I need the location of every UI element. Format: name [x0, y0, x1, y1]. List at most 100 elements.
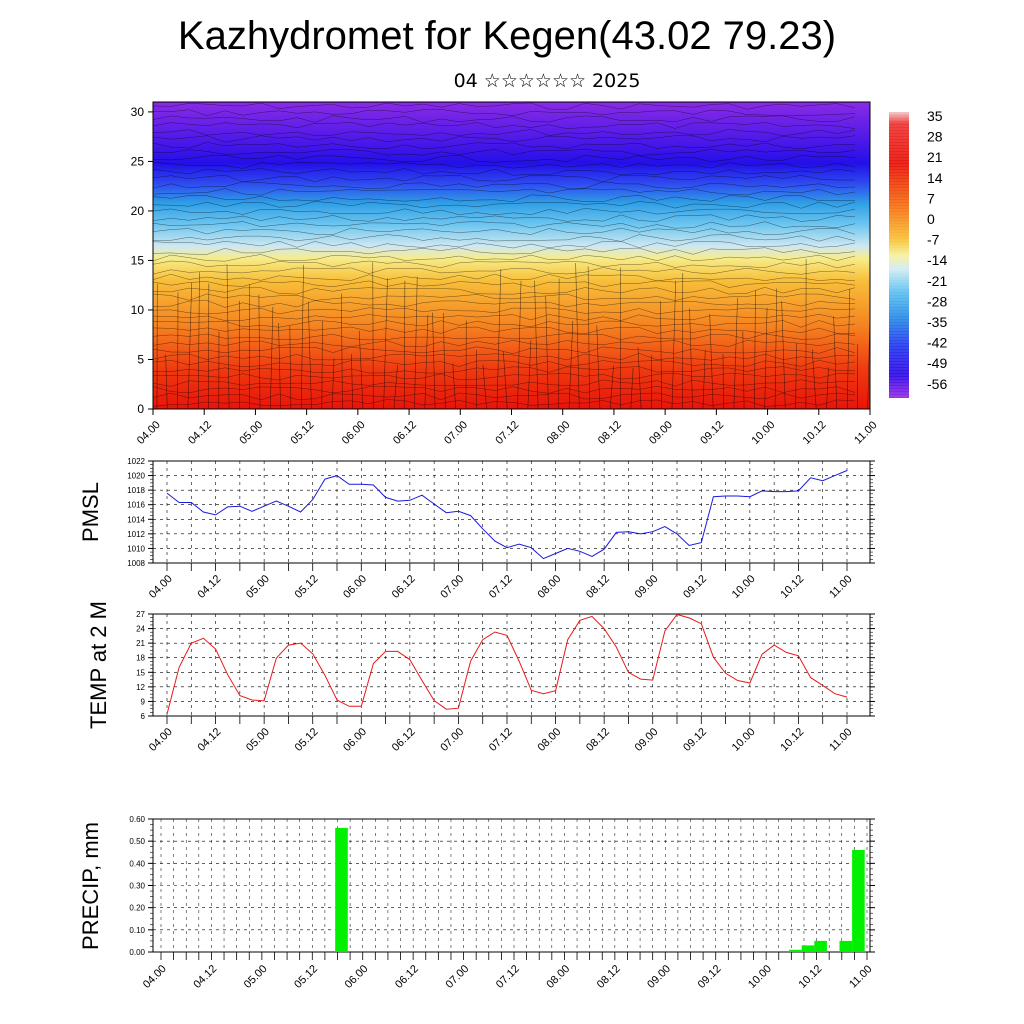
wind-barb [545, 295, 549, 409]
x-tick-label: 10.00 [749, 419, 777, 447]
wind-streamline [153, 234, 856, 242]
wind-streamline [153, 194, 856, 203]
precip-bar [839, 940, 853, 952]
wind-barb [187, 282, 193, 409]
x-tick-label: 06.12 [390, 726, 418, 754]
wind-barb [432, 312, 436, 409]
wind-streamline [153, 201, 856, 209]
wind-streamline [153, 260, 856, 269]
colorbar-label: -7 [927, 232, 940, 248]
wind-barb [575, 263, 580, 409]
colorbar-label: 35 [927, 108, 943, 124]
precip-bars [335, 827, 865, 952]
wind-barb [630, 367, 634, 409]
wind-barb [351, 354, 353, 409]
wind-streamline [153, 148, 856, 156]
x-tick-label: 04.12 [195, 726, 223, 754]
wind-barb [321, 321, 323, 409]
wind-streamline [153, 155, 856, 163]
x-tick-label: 04.12 [191, 963, 219, 991]
y-tick-label: 10 [131, 303, 145, 317]
y-tick-label: 0.60 [129, 815, 145, 824]
x-tick-label: 11.00 [847, 963, 874, 990]
chart-title: Kazhydromet for Kegen(43.02 79.23) [177, 14, 837, 58]
y-tick-label: 0.00 [129, 948, 145, 957]
temp-axes: 6 9 12 15 18 21 24 27 04.00 04.12 05.00 05.12 06.00 0… [136, 610, 875, 754]
y-tick-label: 6 [141, 712, 146, 721]
x-tick-label: 06.00 [343, 963, 371, 991]
wind-barb [660, 301, 662, 409]
wind-streamline [153, 181, 856, 189]
wind-streamline [153, 399, 856, 407]
chart-subtitle: 04 ☆☆☆☆☆☆ 2025 [453, 70, 641, 92]
wind-barb [226, 264, 230, 409]
wind-streamline [153, 188, 856, 196]
wind-streamline [153, 314, 856, 321]
wind-barb [754, 290, 756, 409]
temp-panel: 6 9 12 15 18 21 24 27 04.00 04.12 05.00 05.12 06.00 0… [86, 601, 875, 754]
wind-streamline [153, 287, 856, 295]
x-tick-label: 05.00 [244, 726, 272, 754]
y-tick-label: 15 [136, 668, 145, 677]
wind-barb [527, 340, 532, 409]
wind-barb [358, 330, 364, 409]
wind-barb [270, 306, 274, 409]
wind-barb [307, 301, 312, 409]
cross-section-x-axis: 04.00 04.12 05.00 05.12 06.00 06.12 07.00 07.12… [135, 409, 880, 447]
y-tick-label: 5 [137, 352, 144, 366]
wind-barb [482, 364, 487, 409]
x-tick-label: 05.00 [244, 573, 272, 601]
precip-bar [852, 850, 865, 952]
x-tick-label: 10.12 [778, 726, 806, 754]
pmsl-frame [152, 460, 871, 564]
wind-barb [742, 331, 745, 409]
wind-barb [278, 322, 281, 409]
x-tick-label: 10.12 [801, 419, 829, 447]
x-tick-label: 08.00 [535, 726, 563, 754]
x-tick-label: 05.00 [242, 963, 270, 991]
x-tick-label: 08.12 [595, 963, 623, 991]
colorbar: 35 28 21 14 7 0 -7 -14 -21 -28 -35 -42 -49 -56 [889, 108, 947, 398]
x-tick-label: 05.12 [292, 963, 320, 991]
wind-barb [609, 365, 614, 409]
x-tick-label: 11.00 [827, 573, 854, 600]
wind-streamline [153, 386, 856, 394]
wind-barb [443, 312, 446, 409]
y-tick-label: 1008 [127, 559, 145, 568]
x-tick-label: 04.00 [135, 419, 163, 447]
x-tick-label: 07.12 [487, 573, 515, 601]
colorbar-label: 7 [927, 190, 935, 206]
wind-barb [795, 343, 797, 409]
wind-barbs-layer [153, 102, 870, 409]
y-tick-label: 1014 [127, 515, 145, 524]
x-tick-label: 06.12 [391, 419, 419, 447]
wind-streamline [153, 122, 856, 130]
wind-streamline [153, 254, 856, 262]
x-tick-label: 09.12 [681, 726, 709, 754]
pmsl-y-axis-label: PMSL [78, 482, 103, 542]
y-tick-label: 27 [136, 610, 145, 619]
x-tick-label: 08.00 [545, 419, 573, 447]
y-tick-label: 1022 [127, 457, 145, 466]
y-tick-label: 1016 [127, 501, 145, 510]
colorbar-label: 28 [927, 129, 943, 145]
colorbar-label: -56 [927, 376, 947, 392]
precip-bar [789, 949, 802, 952]
wind-barb [671, 280, 676, 409]
wind-barb [496, 268, 502, 409]
x-tick-label: 06.00 [341, 726, 369, 754]
wind-streamline [153, 214, 856, 222]
wind-barb [503, 351, 508, 409]
x-tick-label: 10.00 [730, 726, 758, 754]
cross-section-field [153, 102, 870, 409]
wind-streamline [153, 208, 856, 216]
x-tick-label: 04.12 [186, 419, 214, 447]
wind-streamline [153, 221, 856, 229]
temp-series-line [166, 613, 848, 715]
x-tick-label: 08.00 [535, 573, 563, 601]
wind-barb [587, 266, 590, 409]
wind-barb [197, 272, 200, 409]
x-tick-label: 05.12 [289, 419, 317, 447]
wind-barb [733, 297, 738, 409]
y-tick-label: 1010 [127, 544, 145, 553]
